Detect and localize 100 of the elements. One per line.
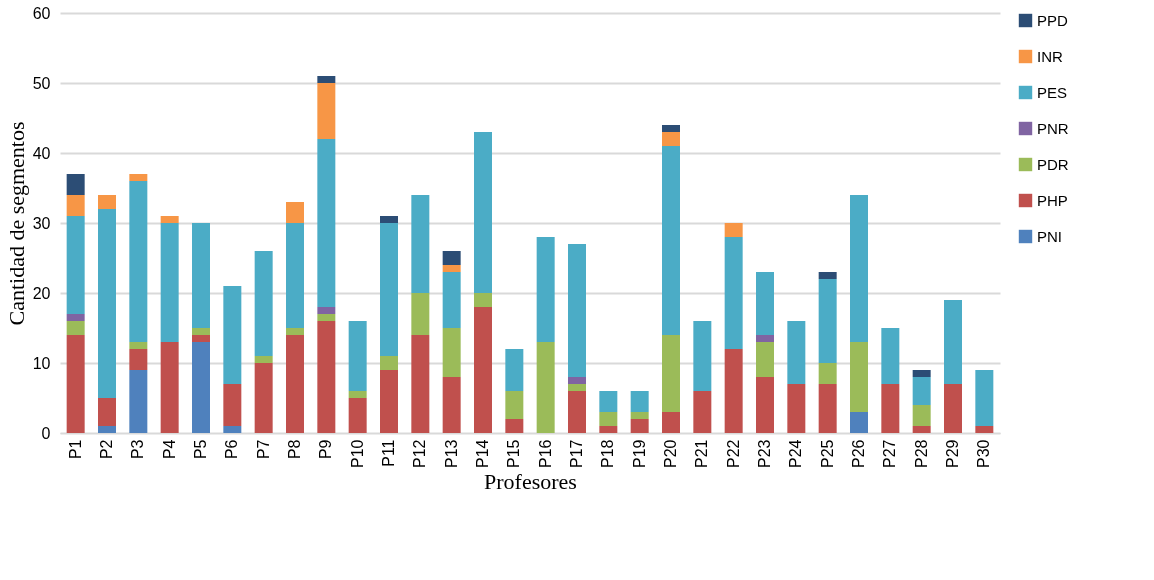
bar (160, 342, 179, 433)
y-tick-label: 30 (32, 214, 51, 232)
bar (442, 377, 461, 433)
bar (662, 132, 680, 146)
bar (818, 363, 837, 384)
x-tick-label: P19 (630, 439, 648, 468)
bar (348, 398, 367, 433)
x-tick-label: P9 (317, 439, 335, 460)
y-tick-label: 0 (41, 424, 51, 442)
bar (850, 195, 868, 342)
bar (380, 223, 398, 356)
bar (317, 83, 336, 139)
x-tick-label: P20 (662, 439, 679, 468)
bar (98, 209, 116, 398)
bar (129, 342, 148, 349)
bar (66, 335, 85, 433)
bar (630, 412, 649, 419)
x-tick-label: P18 (599, 439, 617, 468)
bar (411, 195, 430, 293)
bar (160, 216, 179, 223)
bar (818, 279, 837, 363)
x-tick-label: P1 (66, 439, 84, 460)
legend-label: PDR (1037, 155, 1069, 173)
bar (348, 321, 367, 391)
bar (192, 223, 210, 328)
bar (568, 391, 586, 433)
y-tick-label: 50 (32, 74, 51, 92)
x-tick-label: P2 (98, 439, 115, 460)
bar (630, 391, 649, 412)
bar (160, 223, 179, 342)
bar (599, 412, 618, 426)
bar (662, 335, 680, 412)
bar (568, 244, 586, 377)
x-tick-label: P28 (912, 439, 930, 468)
bar (66, 321, 85, 335)
bar (192, 342, 210, 433)
bar (442, 272, 461, 328)
bar (192, 328, 210, 335)
bar (474, 293, 492, 307)
bar (756, 272, 774, 335)
bar (286, 202, 304, 223)
bar (66, 174, 85, 195)
legend-label: PNR (1037, 119, 1069, 137)
bar (286, 335, 304, 433)
bar (317, 76, 336, 83)
bar (724, 237, 743, 349)
bar (317, 314, 336, 321)
x-tick-label: P11 (380, 439, 397, 467)
bar (568, 377, 586, 384)
x-tick-label: P15 (505, 439, 523, 468)
bar (724, 349, 743, 433)
bar (254, 356, 273, 363)
bar (286, 328, 304, 335)
bar (129, 181, 148, 342)
x-tick-label: P8 (286, 439, 303, 460)
bar (693, 391, 712, 433)
y-tick-label: 40 (32, 144, 51, 162)
legend-label: PES (1037, 83, 1068, 101)
bar (818, 384, 837, 433)
y-tick-label: 10 (32, 354, 51, 372)
bar (536, 237, 555, 342)
bar (66, 314, 85, 321)
x-tick-label: P12 (411, 439, 429, 468)
bar (317, 307, 336, 314)
bar (536, 342, 555, 433)
bar (380, 356, 398, 370)
bar (66, 216, 85, 314)
x-tick-label: P26 (850, 439, 867, 468)
legend-label: PPD (1037, 11, 1069, 29)
bar (505, 391, 524, 419)
bar (286, 223, 304, 328)
bar (348, 391, 367, 398)
bar (881, 384, 900, 433)
bar (975, 370, 994, 426)
y-tick-label: 20 (32, 284, 51, 302)
bar (818, 272, 837, 279)
legend-label: INR (1037, 47, 1063, 65)
bar (223, 286, 242, 384)
x-tick-label: P22 (724, 439, 742, 468)
bar (756, 335, 774, 342)
bar (442, 251, 461, 265)
bar (380, 370, 398, 433)
x-tick-label: P10 (348, 439, 366, 468)
bar (505, 349, 524, 391)
bar (693, 321, 712, 391)
x-tick-label: P4 (160, 439, 178, 460)
bar (505, 419, 524, 433)
bar (662, 412, 680, 433)
bar (568, 384, 586, 391)
x-tick-label: P16 (536, 439, 554, 468)
bar (129, 174, 148, 181)
x-tick-label: P6 (223, 439, 241, 460)
bar (98, 426, 116, 433)
bar (630, 419, 649, 433)
x-tick-label: P30 (975, 439, 993, 468)
bar (411, 293, 430, 335)
bar (98, 195, 116, 209)
bar (317, 139, 336, 307)
legend-label: PHP (1037, 191, 1068, 209)
bar (254, 251, 273, 356)
